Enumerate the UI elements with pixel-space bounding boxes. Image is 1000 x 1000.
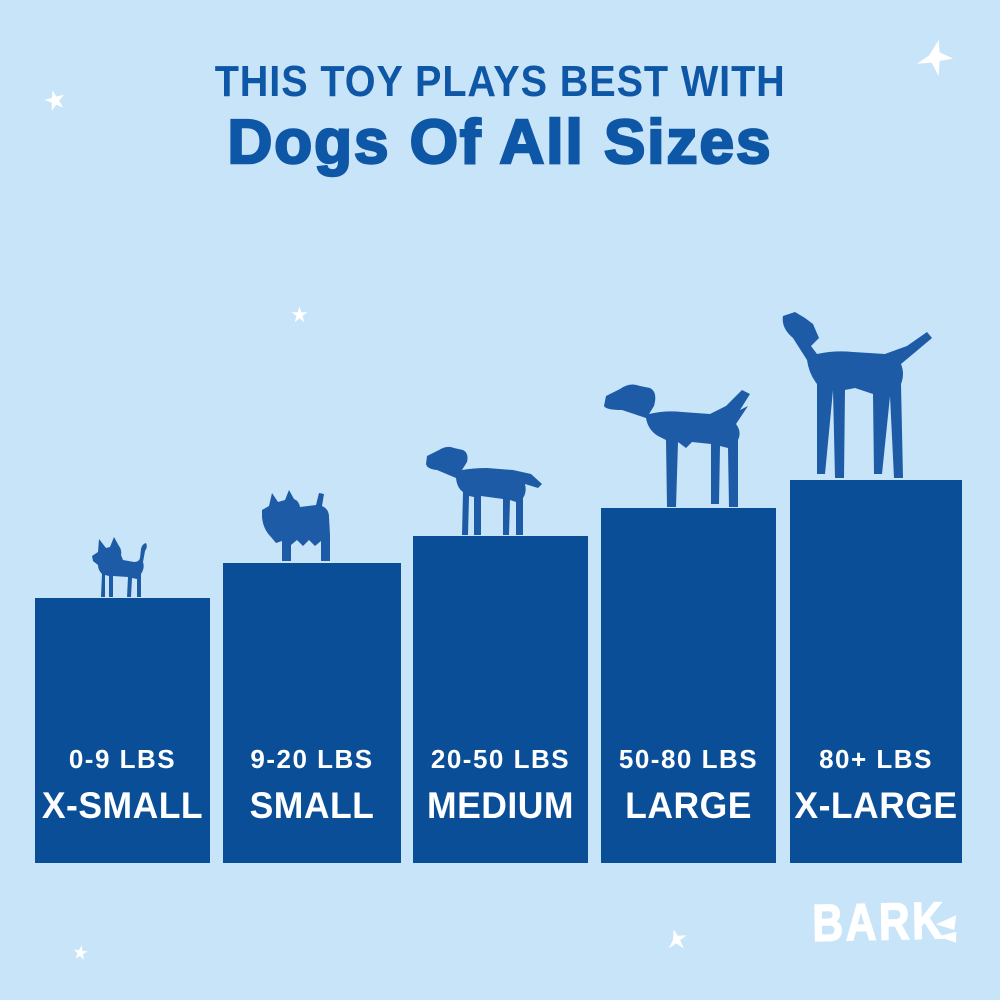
- size-bar-medium: 20-50 LBS MEDIUM: [413, 536, 588, 863]
- size-label: LARGE: [625, 785, 752, 826]
- weight-range-label: 50-80 LBS: [618, 744, 759, 774]
- star-icon: [73, 945, 88, 960]
- title-kicker: THIS TOY PLAYS BEST WITH: [0, 60, 1000, 104]
- size-label: X-SMALL: [41, 785, 204, 826]
- title-headline: Dogs Of All Sizes: [226, 107, 773, 179]
- size-bar-large: 50-80 LBS LARGE: [601, 508, 776, 863]
- star-icon: [668, 929, 687, 949]
- bar-labels: 20-50 LBS MEDIUM: [413, 744, 588, 827]
- size-label: MEDIUM: [427, 785, 574, 826]
- chihuahua-icon: [92, 537, 147, 597]
- bark-speak-icon: [936, 915, 957, 943]
- weight-range-label: 9-20 LBS: [250, 744, 374, 774]
- size-label: X-LARGE: [794, 785, 958, 826]
- bar-labels: 80+ LBS X-LARGE: [790, 744, 962, 827]
- size-label: SMALL: [249, 785, 375, 826]
- golden-retriever-icon: [604, 384, 750, 507]
- star-icon: [916, 39, 954, 77]
- bar-labels: 9-20 LBS SMALL: [223, 744, 401, 827]
- weight-range-label: 0-9 LBS: [68, 744, 177, 774]
- pointer-icon: [782, 312, 932, 478]
- scottish-terrier-icon: [262, 490, 330, 561]
- size-bar-xlarge: 80+ LBS X-LARGE: [790, 480, 962, 863]
- bark-logo: BARK: [811, 891, 946, 953]
- star-icon: [44, 90, 64, 111]
- title-kicker-text: THIS TOY PLAYS BEST WITH: [214, 57, 786, 106]
- bar-labels: 50-80 LBS LARGE: [601, 744, 776, 827]
- labrador-icon: [426, 446, 542, 535]
- star-icon: [291, 306, 308, 323]
- size-bar-small: 9-20 LBS SMALL: [223, 563, 401, 863]
- bar-labels: 0-9 LBS X-SMALL: [35, 744, 210, 827]
- weight-range-label: 20-50 LBS: [430, 744, 571, 774]
- size-bar-xsmall: 0-9 LBS X-SMALL: [35, 598, 210, 863]
- weight-range-label: 80+ LBS: [819, 744, 933, 774]
